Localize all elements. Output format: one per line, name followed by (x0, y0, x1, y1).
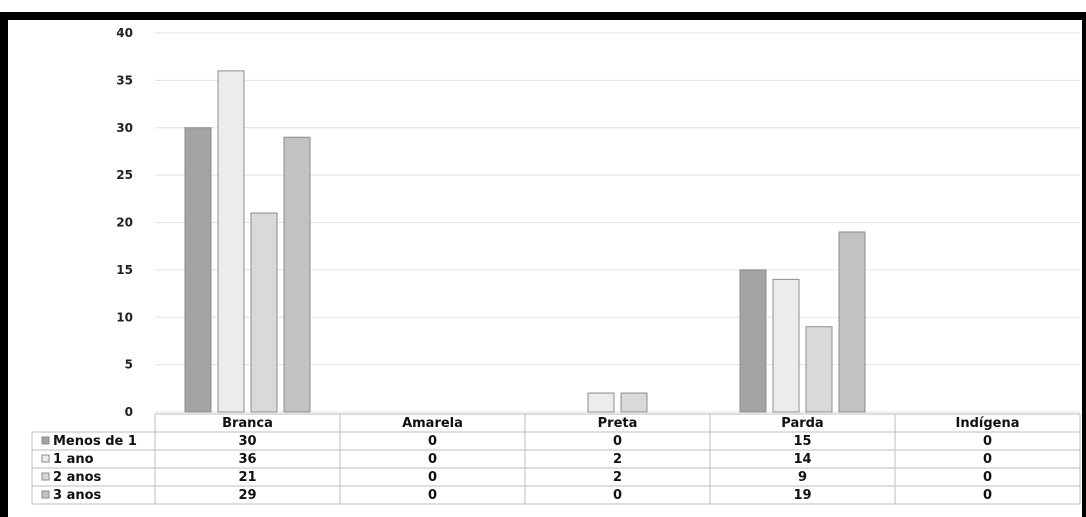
bar-branca-menos-de-1 (184, 127, 212, 413)
y-tick-label-5: 5 (125, 358, 133, 372)
legend-label-2-anos: 2 anos (53, 470, 102, 485)
data-table: Branca Amarela Preta Parda Indígena Menos de … (31, 413, 1081, 505)
data-label-amarela-menos-de-1: 0 (428, 434, 437, 449)
category-label-amarela: Amarela (402, 416, 463, 431)
data-label-parda-menos-de-1: 15 (793, 434, 811, 449)
legend-swatch-menos-de-1 (41, 436, 50, 445)
y-tick-label-25: 25 (116, 168, 133, 182)
legend-label-3-anos: 3 anos (53, 488, 102, 503)
legend-label-1-ano: 1 ano (53, 452, 94, 467)
bar-parda-1-ano (772, 278, 800, 413)
frame-border-top (0, 12, 1086, 20)
category-label-preta: Preta (598, 416, 638, 431)
bar-branca-1-ano (217, 70, 245, 413)
data-label-branca-3-anos: 29 (238, 488, 256, 503)
legend-swatch-2-anos (41, 472, 50, 481)
data-label-branca-2-anos: 21 (238, 470, 256, 485)
category-label-parda: Parda (781, 416, 823, 431)
y-tick-label-0: 0 (125, 405, 133, 419)
data-label-amarela-2-anos: 0 (428, 470, 437, 485)
legend-swatch-3-anos (41, 490, 50, 499)
bar-branca-3-anos (283, 136, 311, 413)
y-tick-label-20: 20 (116, 216, 133, 230)
data-label-preta-1-ano: 2 (613, 452, 622, 467)
bar-preta-2-anos (620, 392, 648, 413)
data-label-parda-2-anos: 9 (798, 470, 807, 485)
y-axis-ticks: 0 5 10 15 20 25 30 35 40 (116, 26, 133, 419)
category-label-indigena: Indígena (955, 416, 1019, 431)
legend-label-menos-de-1: Menos de 1 (53, 434, 137, 449)
data-label-preta-3-anos: 0 (613, 488, 622, 503)
bar-preta-1-ano (587, 392, 615, 413)
y-tick-label-40: 40 (116, 26, 133, 40)
frame-border-right (1082, 12, 1086, 517)
data-label-preta-2-anos: 2 (613, 470, 622, 485)
data-label-indigena-1-ano: 0 (983, 452, 992, 467)
data-label-amarela-3-anos: 0 (428, 488, 437, 503)
data-label-indigena-menos-de-1: 0 (983, 434, 992, 449)
bar-parda-3-anos (838, 231, 866, 413)
data-label-indigena-2-anos: 0 (983, 470, 992, 485)
bar-branca-2-anos (250, 212, 278, 413)
y-tick-label-15: 15 (116, 263, 133, 277)
bars (184, 70, 866, 413)
data-label-indigena-3-anos: 0 (983, 488, 992, 503)
data-label-parda-3-anos: 19 (793, 488, 811, 503)
y-tick-label-30: 30 (116, 121, 133, 135)
data-label-parda-1-ano: 14 (793, 452, 811, 467)
category-label-branca: Branca (222, 416, 273, 431)
data-label-branca-1-ano: 36 (238, 452, 256, 467)
y-tick-label-35: 35 (116, 73, 133, 87)
y-tick-label-10: 10 (116, 310, 133, 324)
bar-parda-2-anos (805, 326, 833, 413)
data-label-preta-menos-de-1: 0 (613, 434, 622, 449)
data-label-amarela-1-ano: 0 (428, 452, 437, 467)
data-label-branca-menos-de-1: 30 (238, 434, 256, 449)
legend-swatch-1-ano (41, 454, 50, 463)
frame-border-left (0, 12, 8, 517)
bar-parda-menos-de-1 (739, 269, 767, 413)
